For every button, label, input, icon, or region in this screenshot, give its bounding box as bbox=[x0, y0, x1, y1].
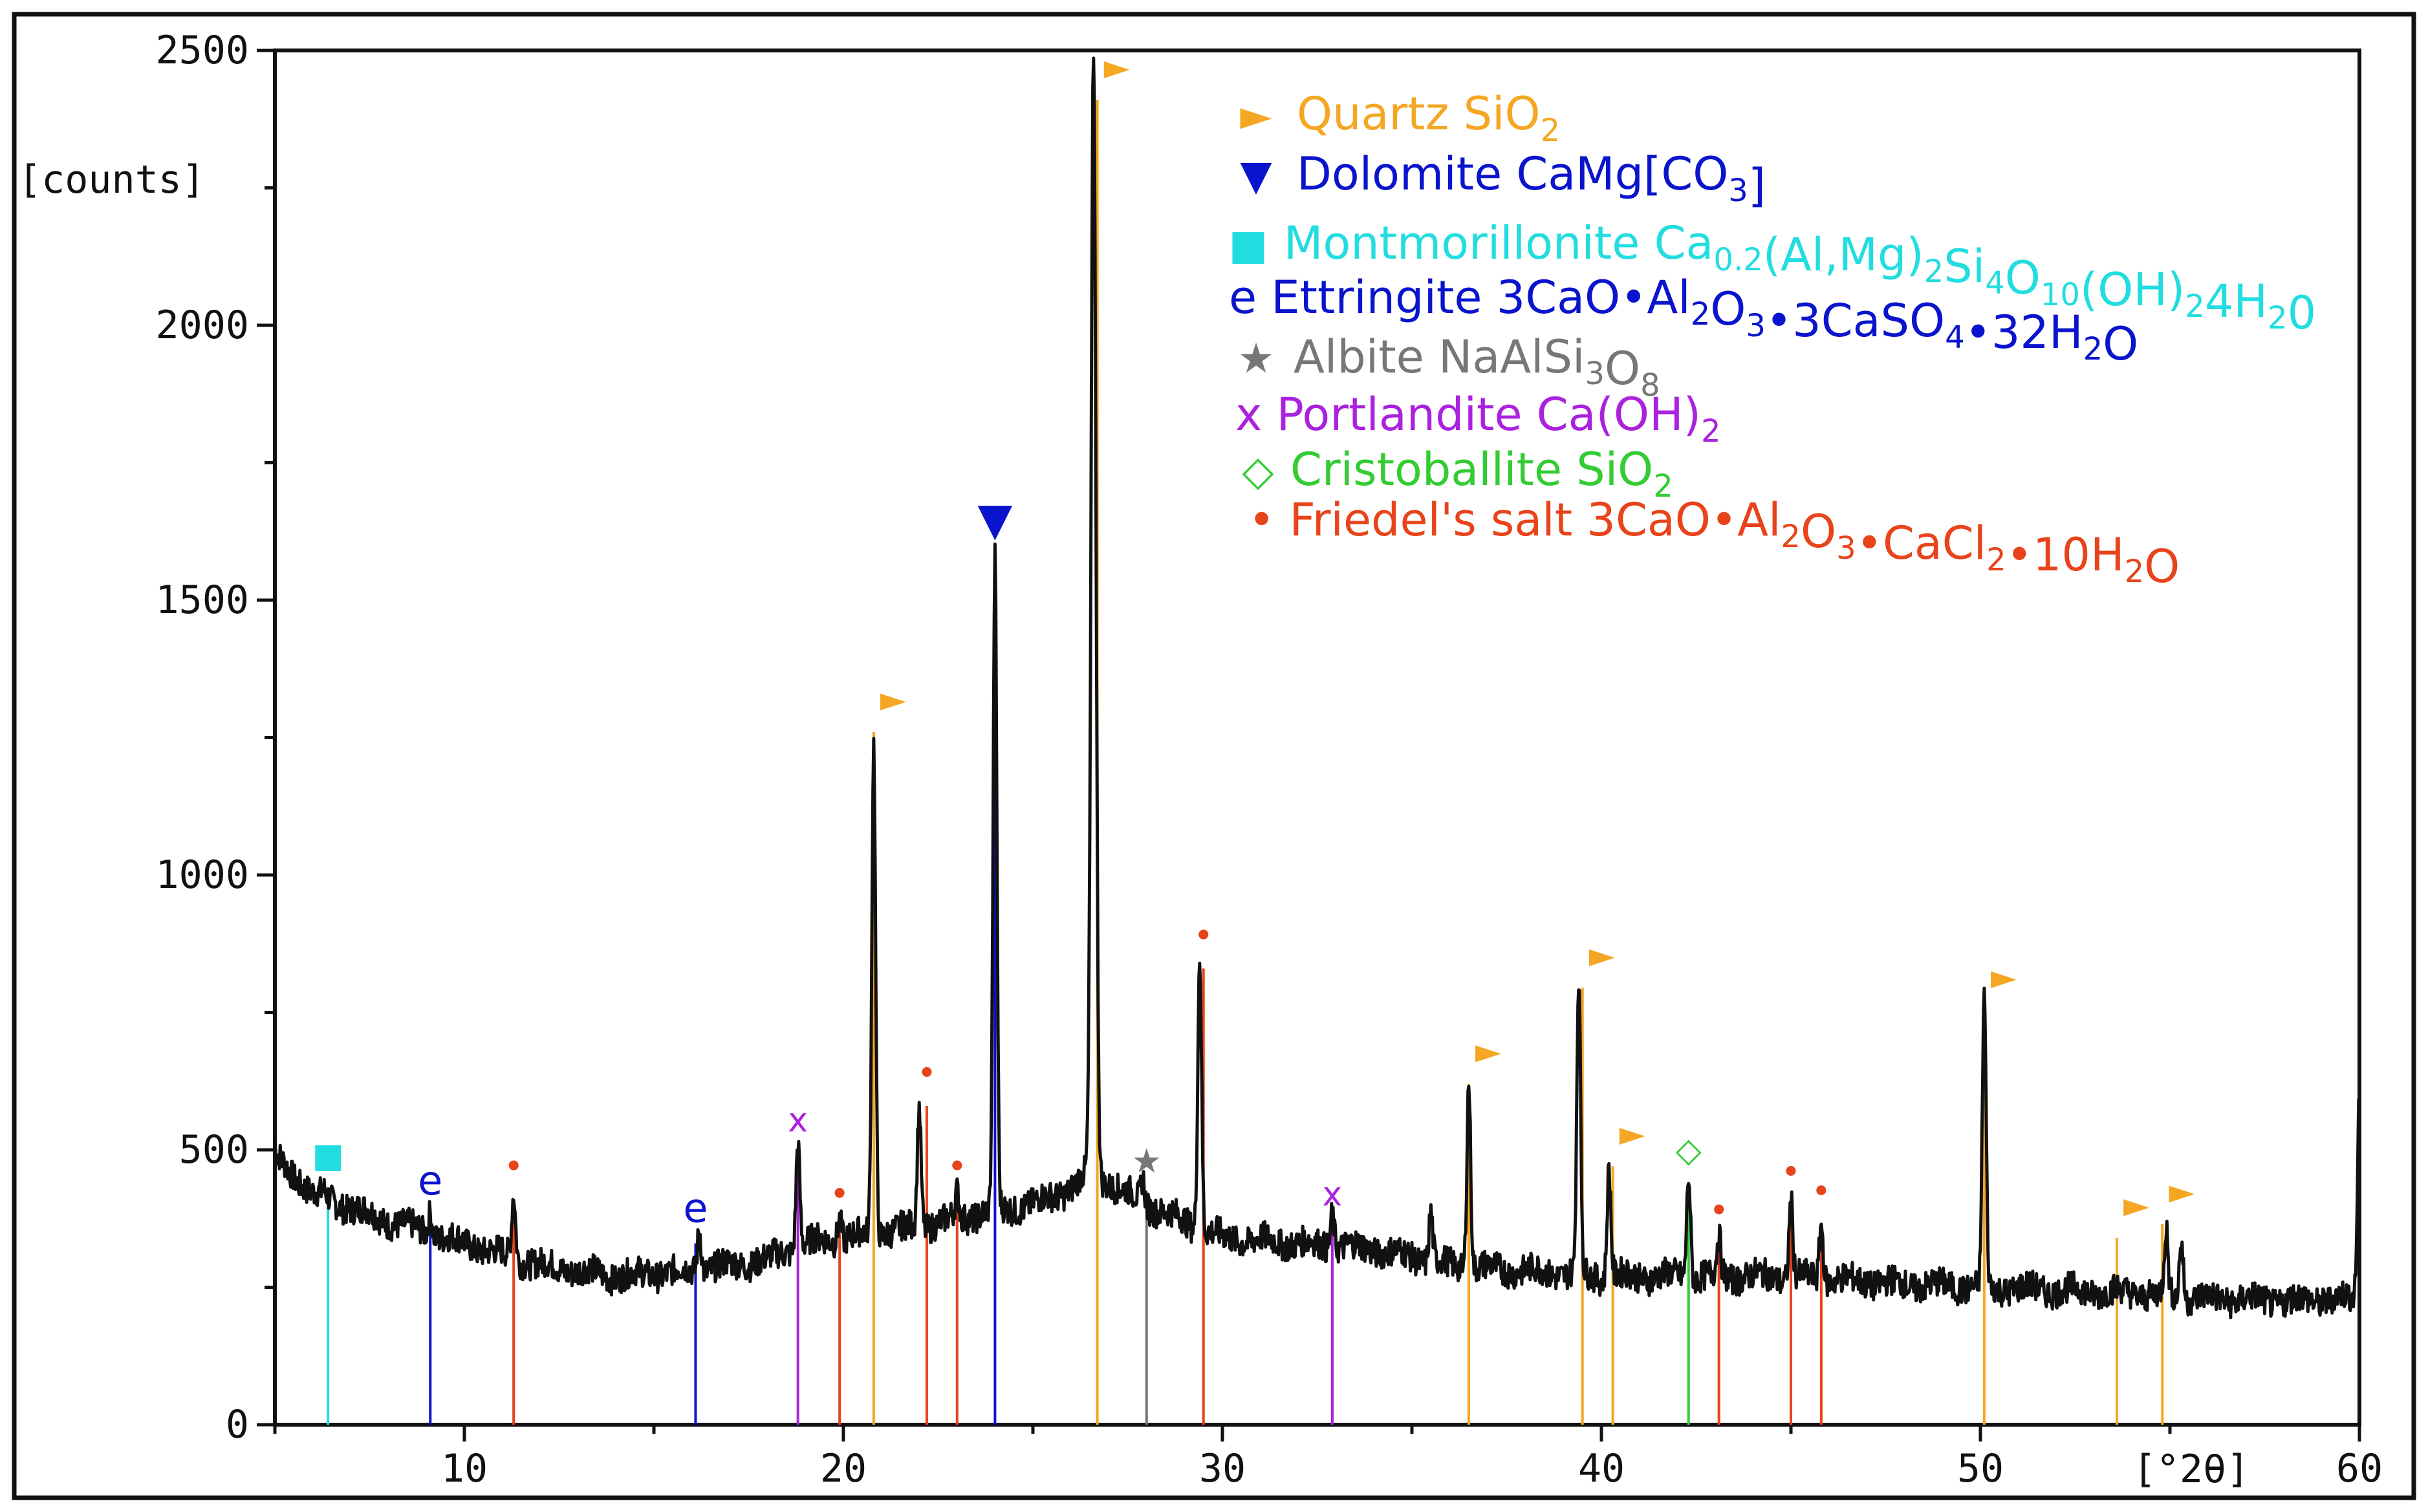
legend-entry: e Ettringite 3CaO•Al2O3•3CaSO4•32H2O bbox=[1229, 271, 2138, 371]
diamond-outline-icon: ◇ bbox=[1676, 1131, 1702, 1170]
legend-entry: Montmorillonite Ca0.2(Al,Mg)2Si4O10(OH)2… bbox=[1284, 217, 2316, 340]
y-tick-label: 2000 bbox=[156, 303, 250, 348]
x-axis-ticks: 10 20 30 40 50 60 bbox=[273, 1425, 2383, 1491]
legend-entry: Quartz SiO2 bbox=[1297, 87, 1560, 149]
x-tick-label: 40 bbox=[1578, 1446, 1625, 1491]
dot-icon: • bbox=[830, 1175, 850, 1214]
x-tick-label: 60 bbox=[2336, 1446, 2383, 1491]
y-tick-label: 2500 bbox=[156, 28, 250, 73]
square-icon: ■ bbox=[312, 1137, 343, 1176]
legend-entry: Dolomite CaMg[CO3] bbox=[1297, 147, 1766, 212]
letter-x-icon: x bbox=[1323, 1175, 1343, 1214]
y-axis-label: [counts] bbox=[18, 157, 205, 202]
legend-entry: • Friedel's salt 3CaO•Al2O3•CaCl2•10H2O bbox=[1248, 493, 2180, 593]
triangle-right-icon: ► bbox=[2169, 1172, 2195, 1211]
star-icon: ★ bbox=[1131, 1142, 1162, 1181]
triangle-down-icon: ▼ bbox=[1240, 152, 1272, 200]
legend-entry: Albite NaAlSi3O8 bbox=[1294, 330, 1660, 404]
dot-icon: • bbox=[1812, 1172, 1832, 1211]
star-icon: ★ bbox=[1237, 335, 1274, 383]
y-tick-label: 500 bbox=[179, 1127, 249, 1172]
triangle-right-icon: ► bbox=[1240, 92, 1272, 140]
phase-peak-markers: ►►►►►►► ►▼■ee★xx◇••••••• • bbox=[312, 49, 2195, 1232]
y-tick-label: 0 bbox=[226, 1402, 249, 1447]
triangle-right-icon: ► bbox=[1104, 49, 1130, 87]
dot-icon: • bbox=[1781, 1153, 1801, 1192]
triangle-right-icon: ► bbox=[880, 680, 906, 719]
triangle-right-icon: ► bbox=[1620, 1115, 1645, 1154]
letter-e-icon: e bbox=[683, 1185, 708, 1232]
diffraction-pattern-line bbox=[273, 56, 2361, 1319]
triangle-right-icon: ► bbox=[1475, 1032, 1501, 1071]
diamond-outline-icon: ◇ bbox=[1242, 448, 1274, 495]
triangle-right-icon: ► bbox=[2123, 1186, 2149, 1225]
triangle-down-icon: ▼ bbox=[977, 493, 1012, 546]
dot-icon: • bbox=[917, 1054, 937, 1093]
legend-entry: x Portlandite Ca(OH)2 bbox=[1235, 388, 1720, 449]
x-axis-label: [°2θ] bbox=[2133, 1447, 2250, 1492]
x-tick-label: 30 bbox=[1199, 1446, 1246, 1491]
letter-e-icon: e bbox=[418, 1157, 442, 1204]
triangle-right-icon: ► bbox=[1589, 936, 1615, 975]
y-axis-ticks: 0 500 1000 1500 2000 2500 bbox=[156, 28, 275, 1447]
letter-x-icon: x bbox=[788, 1101, 808, 1139]
triangle-right-icon: ► bbox=[1991, 958, 2017, 997]
x-tick-label: 20 bbox=[820, 1446, 867, 1491]
dot-icon: • bbox=[947, 1148, 967, 1187]
dot-icon: • bbox=[1709, 1192, 1729, 1231]
x-tick-label: 50 bbox=[1957, 1446, 2004, 1491]
legend: ► Quartz SiO2 ▼ Dolomite CaMg[CO3] ■ Montmori… bbox=[1229, 87, 2316, 593]
y-tick-label: 1500 bbox=[156, 578, 250, 623]
figure-border bbox=[12, 12, 2416, 1500]
dot-icon: • bbox=[1193, 917, 1213, 956]
y-tick-label: 1000 bbox=[156, 852, 250, 898]
x-tick-label: 10 bbox=[441, 1446, 488, 1491]
legend-entry: Cristoballite SiO2 bbox=[1290, 443, 1673, 504]
dot-icon: • bbox=[504, 1148, 524, 1187]
square-icon: ■ bbox=[1229, 221, 1268, 269]
